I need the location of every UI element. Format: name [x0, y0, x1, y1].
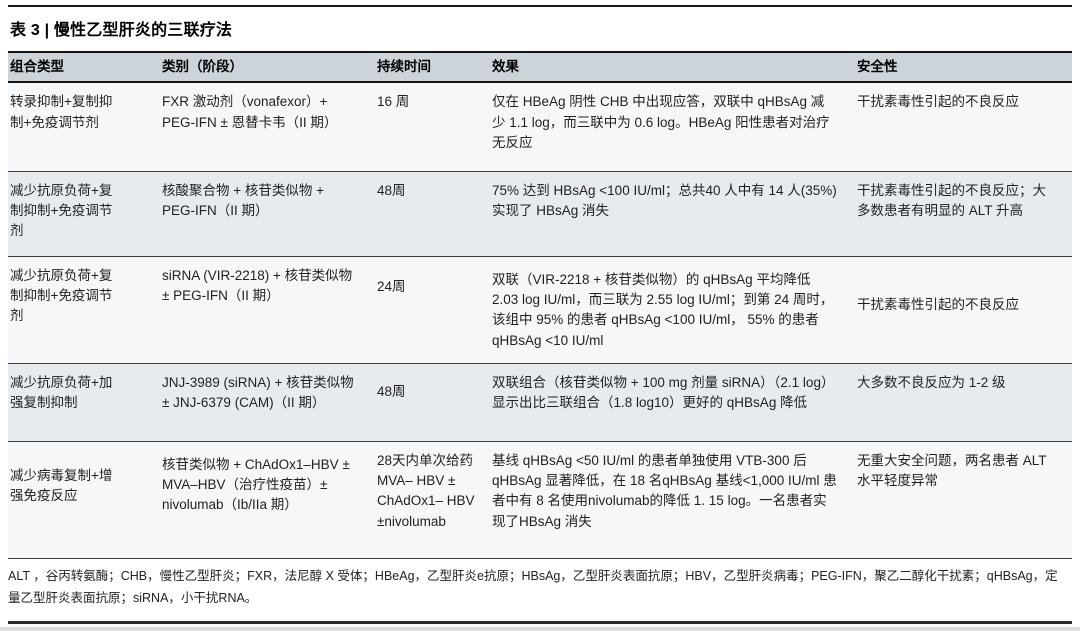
cell-duration: 16 周 [377, 94, 410, 110]
cell-combination: 减少抗原负荷+复制抑制+免疫调节剂 [8, 170, 160, 257]
table-title: 表 3 | 慢性乙型肝炎的三联疗法 [10, 22, 233, 39]
column-header-effect: 效果 [490, 50, 855, 84]
column-header-category: 类别（阶段） [160, 50, 375, 84]
cell-category: 核酸聚合物 + 核苷类似物 + PEG-IFN（II 期） [160, 170, 375, 257]
cell-effect: 75% 达到 HBsAg <100 IU/ml；总共40 人中有 14 人(35… [490, 170, 855, 257]
cell-combination: 减少病毒复制+增强免疫反应 [8, 440, 160, 559]
table-row: 减少抗原负荷+加强复制抑制 JNJ-3989 (siRNA) + 核苷类似物 ±… [8, 362, 1072, 442]
table-row: 减少病毒复制+增强免疫反应 核苷类似物 + ChAdOx1–HBV ± MVA–… [8, 440, 1072, 559]
column-header-safety: 安全性 [855, 50, 1072, 84]
cell-effect: 双联组合（核苷类似物 + 100 mg 剂量 siRNA）（2.1 log）显示… [490, 362, 855, 442]
cell-category: 核苷类似物 + ChAdOx1–HBV ± MVA–HBV（治疗性疫苗）± ni… [160, 440, 375, 559]
cell-safety: 干扰素毒性引起的不良反应；大多数患者有明显的 ALT 升高 [855, 170, 1072, 257]
header-row: 组合类型 类别（阶段） 持续时间 效果 安全性 [8, 50, 1072, 84]
cell-category: siRNA (VIR-2218) + 核苷类似物 ± PEG-IFN（II 期） [160, 255, 375, 364]
cell-safety: 大多数不良反应为 1-2 级 [855, 362, 1072, 442]
footnote: ALT ，谷丙转氨酶；CHB，慢性乙型肝炎；FXR，法尼醇 X 受体；HBeAg… [8, 568, 1058, 605]
column-header-combination: 组合类型 [8, 50, 160, 84]
table-row: 减少抗原负荷+复制抑制+免疫调节剂 siRNA (VIR-2218) + 核苷类… [8, 255, 1072, 364]
page-bottom-band [0, 627, 1080, 631]
cell-duration: 48周 [375, 170, 490, 257]
cell-effect: 双联（VIR-2218 + 核苷类似物）的 qHBsAg 平均降低 2.03 l… [490, 255, 855, 364]
cell-safety: 干扰素毒性引起的不良反应 [857, 94, 1019, 110]
cell-effect: 仅在 HBeAg 阴性 CHB 中出现应答，双联中 qHBsAg 减少 1.1 … [492, 94, 830, 150]
top-divider [8, 5, 1072, 7]
table-row: 转录抑制+复制抑制+免疫调节剂 FXR 激动剂（vonafexor）+ PEG-… [8, 82, 1072, 172]
table-row: 减少抗原负荷+复制抑制+免疫调节剂 核酸聚合物 + 核苷类似物 + PEG-IF… [8, 170, 1072, 257]
cell-combination: 减少抗原负荷+复制抑制+免疫调节剂 [8, 255, 160, 364]
cell-duration: 48周 [375, 362, 490, 442]
cell-duration: 24周 [375, 255, 490, 364]
bottom-divider [8, 620, 1072, 624]
cell-safety: 无重大安全问题，两名患者 ALT 水平轻度异常 [855, 440, 1072, 559]
cell-safety: 干扰素毒性引起的不良反应 [855, 255, 1072, 364]
cell-effect: 基线 qHBsAg <50 IU/ml 的患者单独使用 VTB-300 后 qH… [490, 440, 855, 559]
cell-duration: 28天内单次给药 MVA– HBV ± ChAdOx1– HBV ±nivolu… [375, 440, 490, 559]
therapy-table: 组合类型 类别（阶段） 持续时间 效果 安全性 转录抑制+复制抑制+免疫调节剂 … [8, 50, 1072, 559]
column-header-duration: 持续时间 [375, 50, 490, 84]
cell-category: JNJ-3989 (siRNA) + 核苷类似物 ± JNJ-6379 (CAM… [160, 362, 375, 442]
cell-combination: 转录抑制+复制抑制+免疫调节剂 [10, 94, 113, 130]
cell-combination: 减少抗原负荷+加强复制抑制 [8, 362, 160, 442]
cell-category: FXR 激动剂（vonafexor）+ PEG-IFN ± 恩替卡韦（II 期） [162, 94, 338, 130]
